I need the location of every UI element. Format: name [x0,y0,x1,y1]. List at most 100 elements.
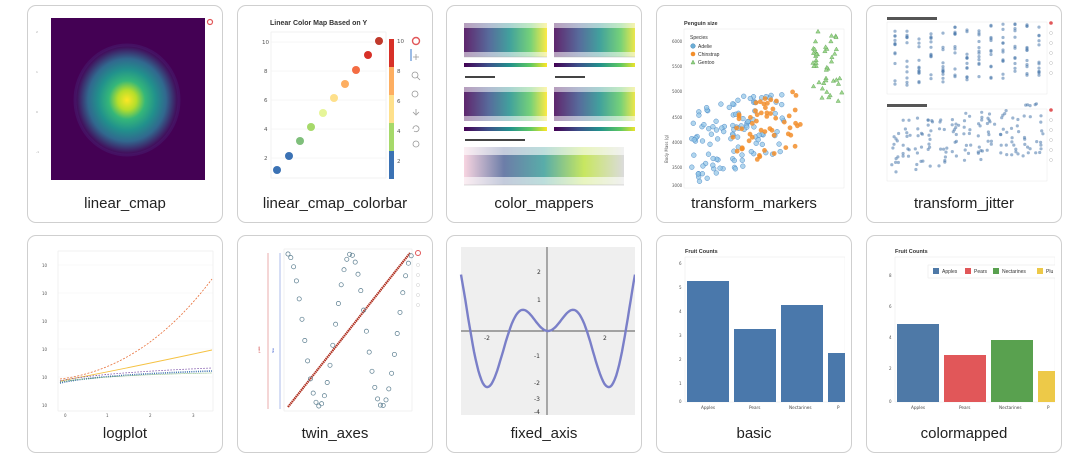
jitter-point [894,160,898,164]
jitter-point [976,151,980,155]
thumbnail-transform-markers: Penguin size 6000 5500 5000 4500 4000 35… [663,13,845,189]
gallery-card-linear-cmap-colorbar[interactable]: Linear Color Map Based on Y 10 8 6 4 2 [237,5,433,223]
y-tick: 4 [264,127,268,133]
jitter-point [905,29,909,33]
jitter-point [1001,72,1005,76]
marker-gentoo [828,33,835,38]
svg-text:10: 10 [42,347,48,352]
jitter-point [913,147,917,151]
gallery-card-color-mappers[interactable]: color_mappers [446,5,642,223]
jitter-point [926,147,930,151]
jitter-point [1004,109,1008,113]
jitter-point [1037,60,1041,64]
jitter-point [1025,58,1029,63]
marker-gentoo [813,60,819,65]
jitter-point [929,129,933,133]
y-tick: 6 [264,98,268,104]
y-tick: 1 [679,381,682,386]
jitter-point [953,51,957,55]
gallery-card-twin-axes[interactable]: y-axis Sine twin_axes [237,235,433,453]
jitter-point [1025,48,1029,52]
gallery-card-transform-jitter[interactable]: transform_jitter [866,5,1062,223]
marker-chinstrap [774,98,779,104]
jitter-point [1037,43,1041,47]
marker-adelie [707,141,713,147]
jitter-point [1013,56,1017,60]
jitter-point [1028,115,1032,119]
jitter-point [1013,29,1017,33]
basic-bar-plot: Fruit Counts 6 5 4 3 2 1 0 Apples Pears … [679,249,845,410]
jitter-point [962,125,966,129]
jitter-point [999,151,1003,155]
gallery-card-linear-cmap[interactable]: 2 1 0 -1 linear_cmap [27,5,223,223]
svg-text:Sine: Sine [272,347,275,353]
marker-adelie [696,112,702,118]
jitter-point [892,135,896,139]
y-tick: -3 [534,396,540,403]
jitter-point [893,79,897,83]
gallery-card-transform-markers[interactable]: Penguin size 6000 5500 5000 4500 4000 35… [656,5,852,223]
jitter-point [977,61,981,65]
gallery-card-logplot[interactable]: 10 10 10 10 10 10 0 1 2 3 logplot [27,235,223,453]
jitter-point [941,80,945,84]
jitter-point [1001,27,1005,31]
gallery-card-colormapped[interactable]: Fruit Counts 8 6 4 2 0 Apples Pears Nect… [866,235,1062,453]
marker-gentoo [812,38,819,44]
jitter-point [906,154,911,158]
twin-axes-circles [285,251,414,409]
marker-gentoo [837,75,843,81]
marker-gentoo [811,63,817,68]
card-title: color_mappers [494,195,594,212]
bar-p [828,353,845,402]
jitter-point [926,118,930,122]
jitter-point [980,118,984,122]
jitter-point [1025,63,1029,67]
sine-point [361,307,367,313]
sine-point [383,397,389,403]
jitter-point [999,143,1003,147]
marker-adelie [710,162,716,168]
y-tick: 4 [889,335,892,340]
marker-adelie [779,92,785,98]
jitter-point [1037,25,1041,29]
jitter-point [1015,124,1019,128]
jitter-point [905,59,909,63]
toolbar [410,36,421,148]
jitter-point [901,143,905,147]
jitter-point [1025,45,1029,50]
marker-gentoo [823,44,829,49]
marker-chinstrap [764,114,770,119]
jitter-point [1010,136,1014,140]
marker-chinstrap [747,131,753,137]
jitter-point [905,134,909,138]
marker-gentoo [816,79,822,85]
y-tick: 0 [889,399,892,404]
jitter-point [1013,69,1017,73]
jitter-point [957,123,961,127]
marker-adelie [772,110,778,117]
marker-adelie [755,137,761,143]
svg-text:y-axis: y-axis [258,346,261,353]
jitter-point [987,118,991,122]
jitter-point [963,148,967,152]
gallery-card-basic[interactable]: Fruit Counts 6 5 4 3 2 1 0 Apples Pears … [656,235,852,453]
jitter-point [893,82,897,86]
y-tick: 0 [679,399,682,404]
gallery-card-fixed-axis[interactable]: 2 1 -1 -2 -3 -4 -2 2 fixed_axis [446,235,642,453]
jitter-point [905,41,909,45]
marker-adelie [745,118,751,125]
x-tick: P [837,405,840,410]
marker-chinstrap [768,97,774,103]
marker-chinstrap [746,138,752,144]
jitter-point [964,111,968,115]
marker-adelie [744,124,750,130]
jitter-point [945,146,949,150]
jitter-point [1001,58,1005,62]
marker-gentoo [819,85,825,91]
marker-adelie [779,115,785,121]
marker-gentoo [813,51,819,57]
jitter-point [954,126,958,130]
jitter-point [893,61,897,66]
sine-point [394,331,400,336]
y-tick: -4 [534,409,540,416]
